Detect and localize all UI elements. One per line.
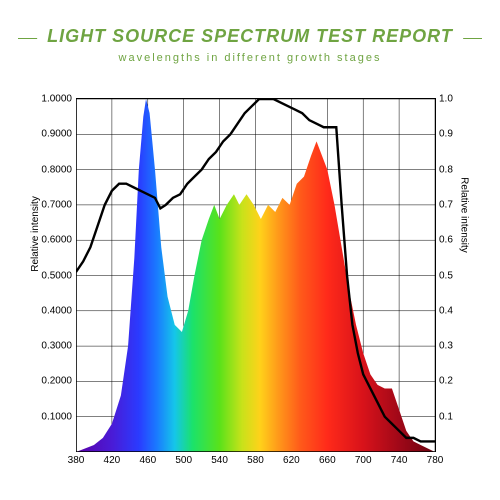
ytick-left: 0.4000 xyxy=(41,305,76,316)
xtick: 500 xyxy=(175,452,192,466)
chart-container: Relative intensity Relative intensity 0.… xyxy=(28,90,472,476)
y-axis-right-label: Relative intensity xyxy=(459,177,470,253)
ytick-left: 0.5000 xyxy=(41,270,76,281)
ytick-left: 0.9000 xyxy=(41,129,76,140)
ytick-left: 0.1000 xyxy=(41,411,76,422)
xtick: 660 xyxy=(319,452,336,466)
plot-area: 0.10000.20000.30000.40000.50000.60000.70… xyxy=(76,98,436,452)
ytick-right: 1.0 xyxy=(435,94,453,105)
ytick-left: 1.0000 xyxy=(41,94,76,105)
xtick: 540 xyxy=(211,452,228,466)
ytick-right: 0.5 xyxy=(435,270,453,281)
xtick: 780 xyxy=(427,452,444,466)
xtick: 460 xyxy=(139,452,156,466)
ytick-left: 0.7000 xyxy=(41,199,76,210)
ytick-right: 0.6 xyxy=(435,235,453,246)
xtick: 380 xyxy=(68,452,85,466)
report-subtitle: wavelengths in different growth stages xyxy=(119,52,382,64)
ytick-right: 0.3 xyxy=(435,341,453,352)
ytick-right: 0.7 xyxy=(435,199,453,210)
xtick: 420 xyxy=(104,452,121,466)
ytick-right: 0.8 xyxy=(435,164,453,175)
xtick: 620 xyxy=(283,452,300,466)
ytick-left: 0.8000 xyxy=(41,164,76,175)
ytick-left: 0.6000 xyxy=(41,235,76,246)
ytick-right: 0.2 xyxy=(435,376,453,387)
y-axis-left-label: Relative intensity xyxy=(30,196,41,272)
ytick-left: 0.3000 xyxy=(41,341,76,352)
ytick-right: 0.9 xyxy=(435,129,453,140)
plot-svg xyxy=(76,99,435,452)
ytick-right: 0.1 xyxy=(435,411,453,422)
report-title: LIGHT SOURCE SPECTRUM TEST REPORT xyxy=(37,26,463,47)
ytick-right: 0.4 xyxy=(435,305,453,316)
xtick: 580 xyxy=(247,452,264,466)
xtick: 700 xyxy=(355,452,372,466)
xtick: 740 xyxy=(391,452,408,466)
ytick-left: 0.2000 xyxy=(41,376,76,387)
